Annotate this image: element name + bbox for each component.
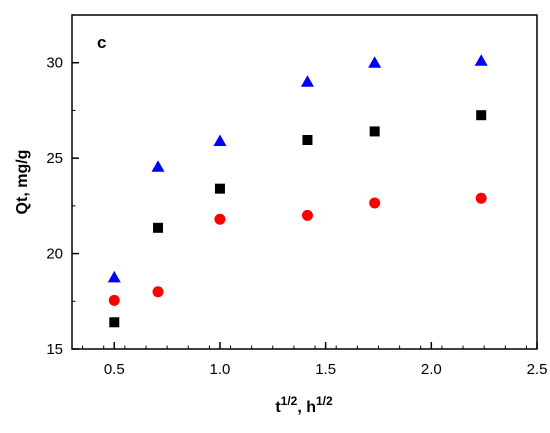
x-tick-label: 1.5 bbox=[315, 361, 336, 378]
y-axis-label: Qt, mg/g bbox=[14, 150, 31, 215]
x-axis-label-h: h bbox=[306, 399, 316, 416]
series-1-square-point bbox=[369, 126, 380, 137]
y-tick-label: 30 bbox=[46, 55, 63, 72]
series-2-circle-point bbox=[301, 209, 313, 221]
series-1-square-point bbox=[302, 135, 313, 146]
series-2-circle-point bbox=[214, 213, 226, 225]
y-tick-label: 20 bbox=[46, 246, 63, 263]
series-3-triangle-point bbox=[107, 270, 121, 283]
series-3-triangle-point bbox=[474, 54, 488, 66]
x-axis-label-h-exp: 1/2 bbox=[316, 394, 333, 408]
x-tick-label: 2.5 bbox=[527, 361, 548, 378]
x-tick-label: 1.0 bbox=[210, 361, 231, 378]
series-1-square-point bbox=[153, 222, 164, 233]
x-axis-label: t1/2, h1/2 bbox=[275, 394, 333, 416]
series-3-triangle-point bbox=[213, 134, 227, 146]
series-1-square-point bbox=[476, 110, 487, 121]
series-3-triangle-point bbox=[151, 160, 165, 172]
x-axis-label-t-exp: 1/2 bbox=[281, 394, 298, 408]
x-axis-label-sep: , bbox=[297, 399, 306, 416]
series-3-triangle-point bbox=[368, 56, 382, 68]
series-2-circle-point bbox=[475, 192, 487, 204]
panel-label: c bbox=[97, 33, 106, 52]
series-2-circle-point bbox=[152, 286, 164, 298]
series-1-square-point bbox=[214, 183, 225, 194]
plot-frame bbox=[71, 14, 538, 350]
series-1-square-point bbox=[109, 317, 120, 328]
x-tick-label: 2.0 bbox=[421, 361, 442, 378]
series-3-triangle-point bbox=[300, 75, 314, 87]
x-axis-ticks: 0.5 1.0 1.5 2.0 2.5 bbox=[82, 342, 548, 378]
y-tick-label: 15 bbox=[46, 341, 63, 358]
y-tick-label: 25 bbox=[46, 150, 63, 167]
x-axis-label-t: t bbox=[275, 399, 281, 416]
y-axis-ticks: 15 20 25 30 bbox=[46, 55, 79, 358]
x-tick-label: 0.5 bbox=[104, 361, 125, 378]
series-2-circle-point bbox=[369, 197, 381, 209]
data-points bbox=[107, 54, 488, 328]
series-2-circle-point bbox=[108, 294, 120, 306]
